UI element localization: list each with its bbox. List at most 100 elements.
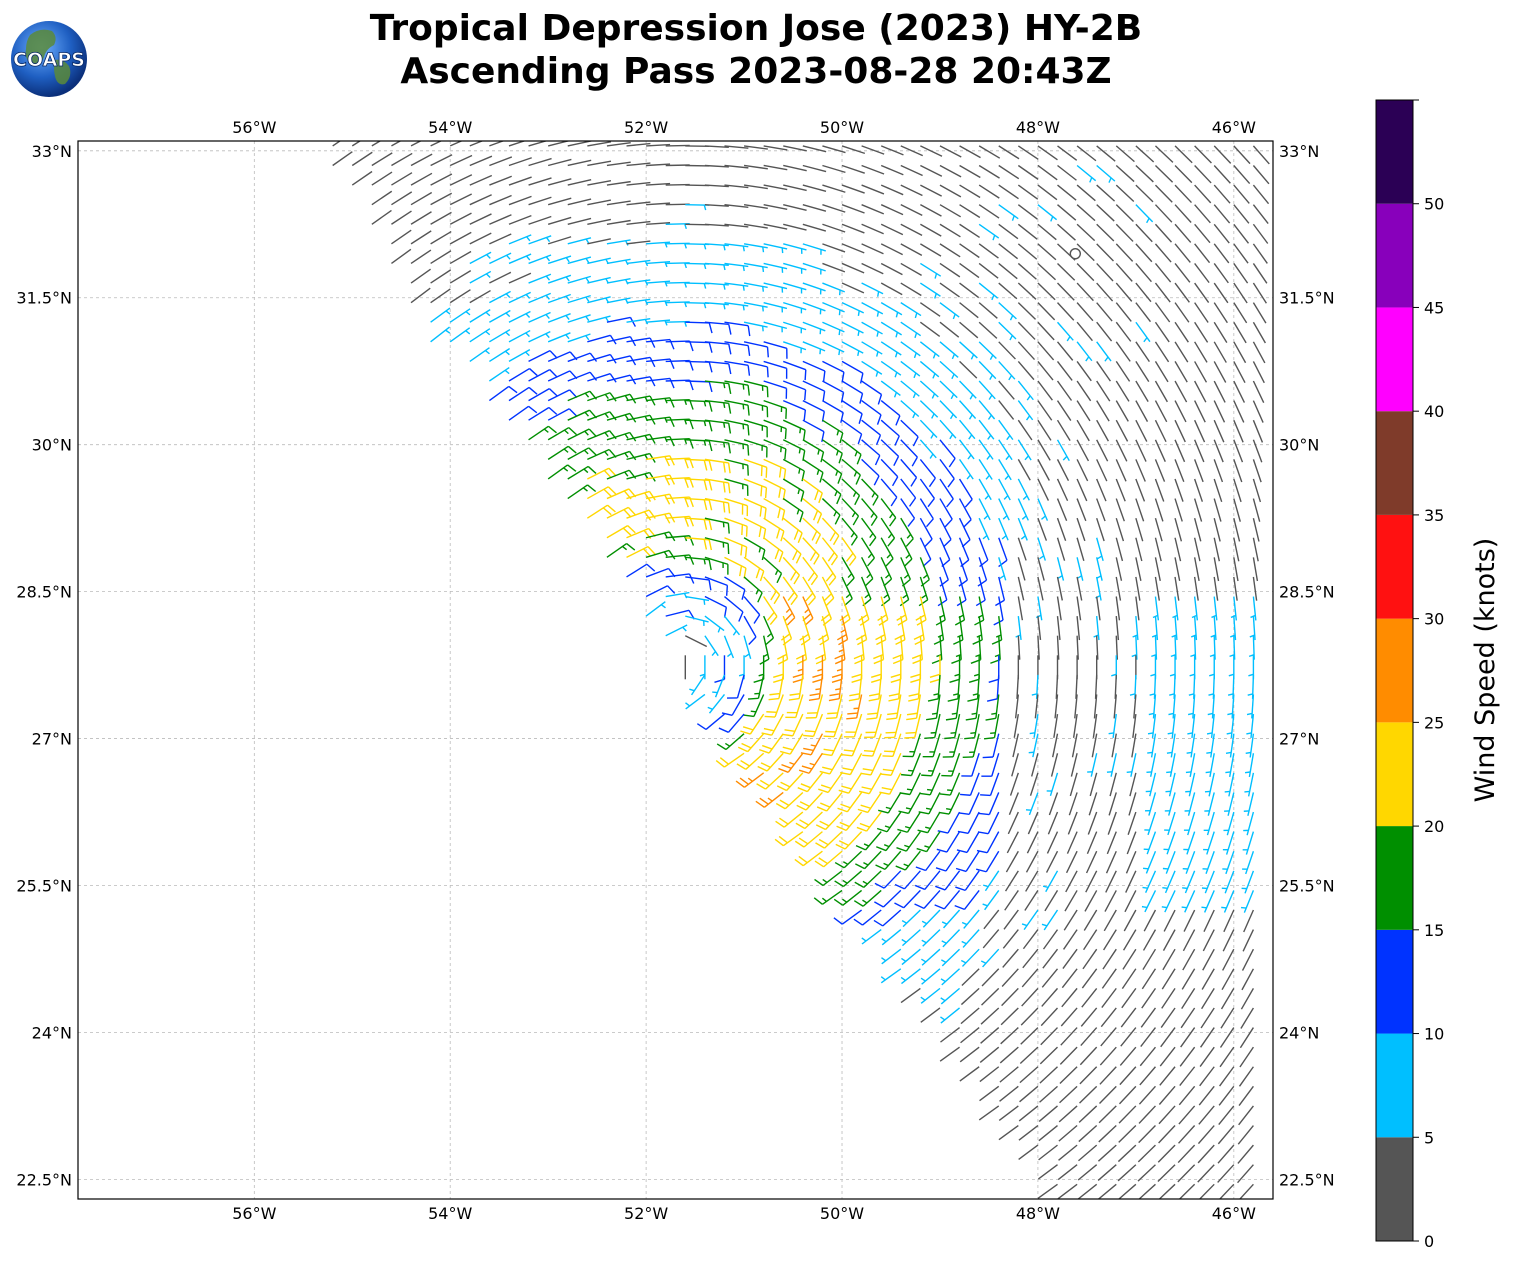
wind-barb	[1113, 694, 1117, 719]
wind-barb	[587, 238, 611, 245]
wind-barb	[1174, 537, 1182, 562]
wind-barb	[941, 929, 961, 948]
wind-barb	[1115, 262, 1133, 282]
wind-barb	[998, 380, 1015, 400]
wind-barb	[901, 948, 921, 966]
wind-barb	[1017, 576, 1025, 601]
wind-barb	[1056, 576, 1064, 601]
wind-barb	[371, 190, 393, 206]
wind-barb	[1056, 341, 1074, 361]
wind-barb	[999, 1046, 1019, 1064]
wind-barb	[1026, 831, 1039, 854]
wind-barb	[959, 380, 977, 400]
wind-barb	[567, 275, 592, 284]
wind-barb	[864, 713, 882, 738]
wind-barb	[798, 752, 824, 774]
wind-barb	[821, 576, 835, 606]
wind-barb	[1154, 557, 1161, 581]
wind-barb	[371, 209, 392, 225]
wind-barb	[1000, 1027, 1019, 1045]
wind-barb	[1017, 302, 1037, 320]
wind-barb	[900, 262, 922, 277]
wind-barb	[1217, 1164, 1235, 1183]
wind-barb	[391, 191, 413, 206]
wind-barb	[1088, 792, 1098, 816]
wind-barb	[919, 458, 936, 488]
wind-barb	[469, 289, 491, 304]
wind-barb	[919, 498, 934, 528]
wind-barb	[724, 497, 749, 517]
wind-barb	[841, 223, 865, 234]
wind-barb	[1012, 733, 1020, 758]
wind-barb	[841, 556, 855, 587]
wind-barb	[841, 302, 865, 317]
wind-barb	[1119, 1066, 1137, 1086]
wind-barb	[861, 282, 884, 297]
wind-barb	[1244, 753, 1255, 778]
wind-barb	[858, 596, 870, 626]
wind-barb	[900, 517, 914, 547]
wind-barb	[1017, 360, 1035, 381]
wind-barb	[1122, 948, 1137, 970]
wind-barb	[821, 498, 841, 525]
wind-barb	[704, 399, 732, 414]
wind-barb	[1001, 987, 1019, 1007]
wind-barb	[449, 193, 472, 206]
wind-barb	[1159, 1066, 1176, 1086]
wind-barb	[626, 471, 656, 482]
wind-barb	[1194, 184, 1212, 204]
wind-barb	[1233, 282, 1248, 304]
wind-barb	[1138, 1183, 1156, 1199]
wind-barb	[1201, 870, 1215, 894]
wind-barb	[1252, 302, 1267, 324]
wind-barb	[782, 596, 796, 626]
wind-barb	[855, 831, 882, 851]
wind-barb	[1220, 1007, 1235, 1029]
wind-barb	[1056, 616, 1061, 641]
wind-barb	[1213, 302, 1228, 324]
wind-barb	[1225, 733, 1235, 758]
wind-barb	[606, 412, 637, 423]
wind-barb	[587, 353, 617, 364]
wind-barb	[1005, 850, 1019, 873]
wind-barb	[998, 204, 1019, 221]
wind-barb	[782, 497, 804, 523]
wind-barb	[743, 556, 765, 582]
wind-barb	[1197, 1125, 1215, 1145]
wind-barb	[873, 909, 902, 927]
wind-barb	[861, 243, 884, 255]
wind-barb	[1141, 987, 1157, 1009]
wind-barb	[939, 419, 957, 440]
wind-barb	[1163, 909, 1176, 932]
wind-barb	[587, 411, 617, 421]
wind-barb	[1135, 478, 1146, 502]
wind-barb	[942, 733, 961, 758]
wind-barb	[940, 968, 961, 986]
wind-barb	[999, 1085, 1019, 1102]
wind-barb	[978, 419, 995, 440]
wind-barb	[978, 302, 998, 319]
wind-barb	[626, 142, 651, 147]
wind-barb	[1154, 537, 1162, 562]
wind-barb	[900, 223, 923, 237]
wind-barb	[900, 282, 922, 297]
wind-barb	[1185, 772, 1196, 797]
wind-barb	[1174, 282, 1190, 303]
wind-barb	[724, 164, 749, 169]
wind-barb	[763, 537, 784, 563]
wind-barb	[757, 752, 784, 772]
wind-barb	[763, 458, 787, 480]
wind-barb	[919, 419, 938, 439]
wind-barb	[1143, 831, 1157, 855]
wind-barb	[1158, 1183, 1176, 1199]
wind-barb	[959, 400, 977, 420]
wind-barb	[1178, 1125, 1196, 1144]
wind-barb	[332, 151, 353, 167]
wind-barb	[888, 674, 902, 702]
wind-barb	[1233, 204, 1250, 224]
title-line-1: Tropical Depression Jose (2023) HY-2B	[370, 8, 1143, 49]
wind-barb	[941, 909, 961, 929]
wind-barb	[837, 792, 863, 813]
wind-barb	[626, 337, 656, 348]
